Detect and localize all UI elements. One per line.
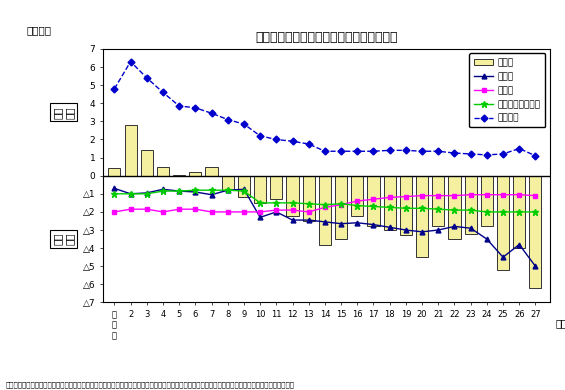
Bar	[529, 176, 541, 288]
Text: 転入
超過: 転入 超過	[53, 106, 75, 119]
Bar	[416, 176, 428, 257]
Text: （千人）: （千人）	[27, 25, 51, 35]
Bar	[400, 176, 412, 236]
Bar	[173, 175, 185, 176]
Bar	[351, 176, 363, 216]
Bar	[335, 176, 347, 239]
Bar	[464, 176, 477, 234]
Bar	[497, 176, 509, 270]
Bar	[124, 125, 137, 176]
Bar	[189, 172, 202, 176]
Bar	[270, 176, 282, 199]
Legend: 合　計, 職業上, 学業上, 結婚・離婚・縁組, 住宅事情: 合 計, 職業上, 学業上, 結婚・離婚・縁組, 住宅事情	[469, 53, 545, 128]
Bar	[481, 176, 493, 227]
Bar	[238, 176, 250, 197]
Text: 注）合計には、「生活環境の利便性」、「自然環境上」、「交通の利便性」、「その他」及び「不詳（日本人異動の記載・消除）」によるものを含む。: 注）合計には、「生活環境の利便性」、「自然環境上」、「交通の利便性」、「その他」…	[6, 381, 295, 388]
Bar	[367, 176, 380, 227]
Bar	[221, 176, 234, 190]
Bar	[303, 176, 315, 221]
Bar	[319, 176, 331, 245]
Bar	[141, 150, 153, 176]
Bar	[384, 176, 396, 230]
Bar	[157, 167, 169, 176]
Bar	[206, 167, 218, 176]
Text: 転出
超過: 転出 超過	[53, 233, 75, 245]
Bar	[513, 176, 525, 248]
Bar	[254, 176, 266, 203]
Bar	[432, 176, 444, 227]
Text: （年）: （年）	[555, 318, 565, 328]
Bar	[449, 176, 460, 239]
Title: 日本人の主な移動理由別転入転出差の推移: 日本人の主な移動理由別転入転出差の推移	[255, 30, 398, 44]
Bar	[108, 168, 120, 176]
Bar	[286, 176, 298, 216]
